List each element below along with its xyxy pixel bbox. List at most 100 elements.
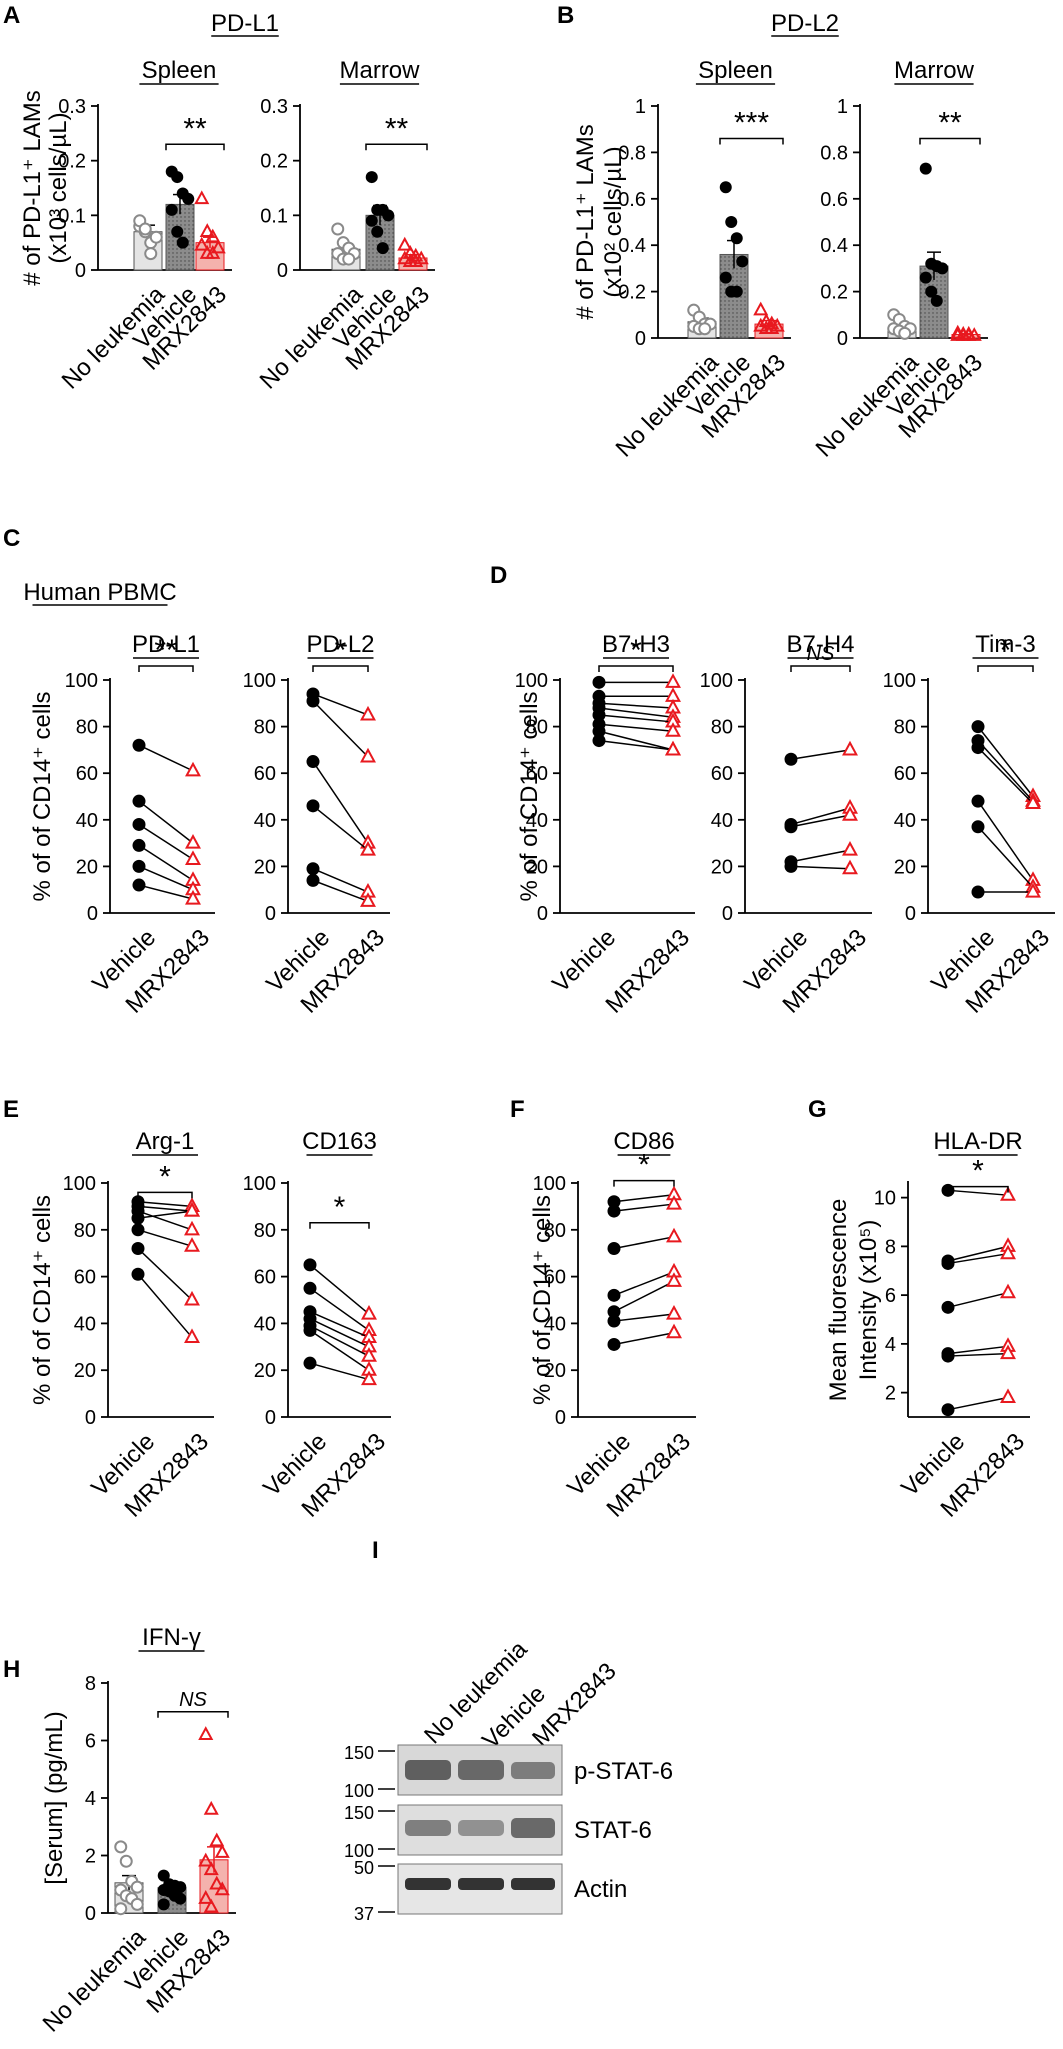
pair-line (137, 1210, 193, 1219)
data-point-vehicle (176, 236, 189, 249)
data-point-vehicle (607, 1314, 621, 1328)
data-point-mrx2843 (209, 1875, 225, 1890)
data-point-mrx2843 (842, 740, 858, 756)
subplot-title: Marrow (339, 57, 420, 84)
data-point-vehicle (925, 285, 938, 298)
pair-line (138, 823, 194, 861)
pair-line (598, 723, 674, 733)
data-point-vehicle (607, 1204, 621, 1218)
significance-bracket (165, 143, 225, 151)
subplot-title: Marrow (894, 57, 975, 84)
pair-line (138, 844, 194, 882)
data-point-vehicle (132, 817, 146, 831)
pair-line (309, 1329, 370, 1371)
data-point-vehicle (306, 755, 320, 769)
data-point-vehicle (592, 724, 606, 738)
pair-line (309, 1287, 370, 1332)
y-axis-label: (x10³ cells/µL) (45, 112, 72, 263)
pair-line (598, 730, 674, 751)
data-point-mrx2843 (203, 1800, 219, 1815)
pair-line (309, 1311, 370, 1339)
subplot-title: CD163 (302, 1128, 377, 1155)
data-point-mrx2843 (360, 892, 376, 907)
significance-label: * (334, 1191, 346, 1224)
data-point-mrx2843 (209, 1832, 225, 1847)
pair-line (947, 1189, 1009, 1196)
data-point-mrx2843 (199, 223, 215, 237)
significance-label: * (638, 1149, 650, 1182)
panel-letter-g: G (808, 1096, 827, 1123)
data-point-mrx2843 (408, 247, 424, 262)
y-tick-label: 0.2 (820, 282, 848, 304)
band-p-stat6-1 (405, 1760, 451, 1780)
pair-line (309, 1318, 370, 1348)
pair-line (613, 1203, 675, 1212)
data-point-vehicle (736, 255, 749, 268)
panel-f: F% of of CD14⁺ cellsCD86020406080100Vehi… (510, 1096, 696, 1523)
data-point-vehicle (157, 1898, 170, 1911)
y-axis-label: # of PD-L1⁺ LAMs (19, 90, 46, 285)
pair-line (947, 1396, 1009, 1411)
pair-line (138, 884, 194, 900)
y-tick-label: 8 (885, 1236, 896, 1258)
data-point-vehicle (784, 859, 798, 873)
pair-line (137, 1229, 193, 1247)
significance-label: NS (807, 643, 835, 665)
data-point-vehicle (725, 216, 738, 228)
marker-100-top: 100 (344, 1781, 374, 1801)
panel-d: D % of of CD14⁺ cells B7-H3 0 20 40 60 80 100 Veh… (490, 562, 1055, 1019)
pair-line (613, 1236, 675, 1250)
y-tick-label: 40 (711, 810, 733, 832)
band-stat6-3 (511, 1818, 555, 1838)
pair-line (613, 1271, 675, 1297)
significance-bracket (312, 665, 369, 673)
data-point-mrx2843 (210, 239, 226, 254)
data-point-vehicle (382, 209, 395, 222)
pair-line (977, 826, 1034, 888)
pair-line (309, 1264, 370, 1315)
band-actin-3 (511, 1878, 555, 1890)
y-tick-label: 20 (711, 856, 733, 878)
y-tick-label: 20 (76, 856, 98, 878)
data-point-mrx2843 (1000, 1283, 1016, 1299)
y-axis-label: Intensity (x10⁵) (855, 1220, 882, 1381)
data-point-vehicle (376, 242, 389, 255)
data-point-mrx2843 (408, 253, 424, 268)
row-label-p-stat6: p-STAT-6 (574, 1758, 673, 1785)
pair-line (977, 800, 1034, 881)
data-point-no-leukemia (698, 322, 712, 336)
y-tick-label: 0 (555, 1407, 566, 1429)
data-point-vehicle (132, 859, 146, 873)
y-axis-label: (x10² cells/µL) (600, 146, 627, 297)
data-point-mrx2843 (666, 1323, 682, 1339)
panel-header: PD-L2 (771, 10, 839, 37)
data-point-mrx2843 (360, 841, 376, 856)
data-point-no-leukemia (114, 1902, 128, 1916)
x-category-vehicle: Vehicle (547, 924, 621, 998)
pair-line (312, 868, 369, 893)
y-tick-label: 0.2 (260, 151, 288, 173)
data-point-vehicle (131, 1211, 145, 1225)
data-point-vehicle (303, 1356, 317, 1370)
data-point-mrx2843 (214, 1844, 230, 1858)
data-point-mrx2843 (198, 1890, 214, 1904)
y-tick-label: 60 (74, 1267, 96, 1289)
pair-line (309, 1362, 370, 1381)
data-point-vehicle (165, 203, 178, 216)
data-point-vehicle (784, 820, 798, 834)
y-tick-label: 0 (537, 903, 548, 925)
data-point-vehicle (936, 262, 949, 275)
data-point-no-leukemia (114, 1840, 128, 1854)
data-point-mrx2843 (1000, 1344, 1016, 1360)
y-tick-label: 1 (635, 96, 646, 118)
data-point-no-leukemia (331, 222, 345, 236)
data-point-vehicle (306, 694, 320, 708)
significance-bracket (137, 1191, 193, 1199)
data-point-vehicle (971, 720, 985, 734)
data-point-no-leukemia (898, 326, 912, 340)
data-point-vehicle (971, 820, 985, 834)
